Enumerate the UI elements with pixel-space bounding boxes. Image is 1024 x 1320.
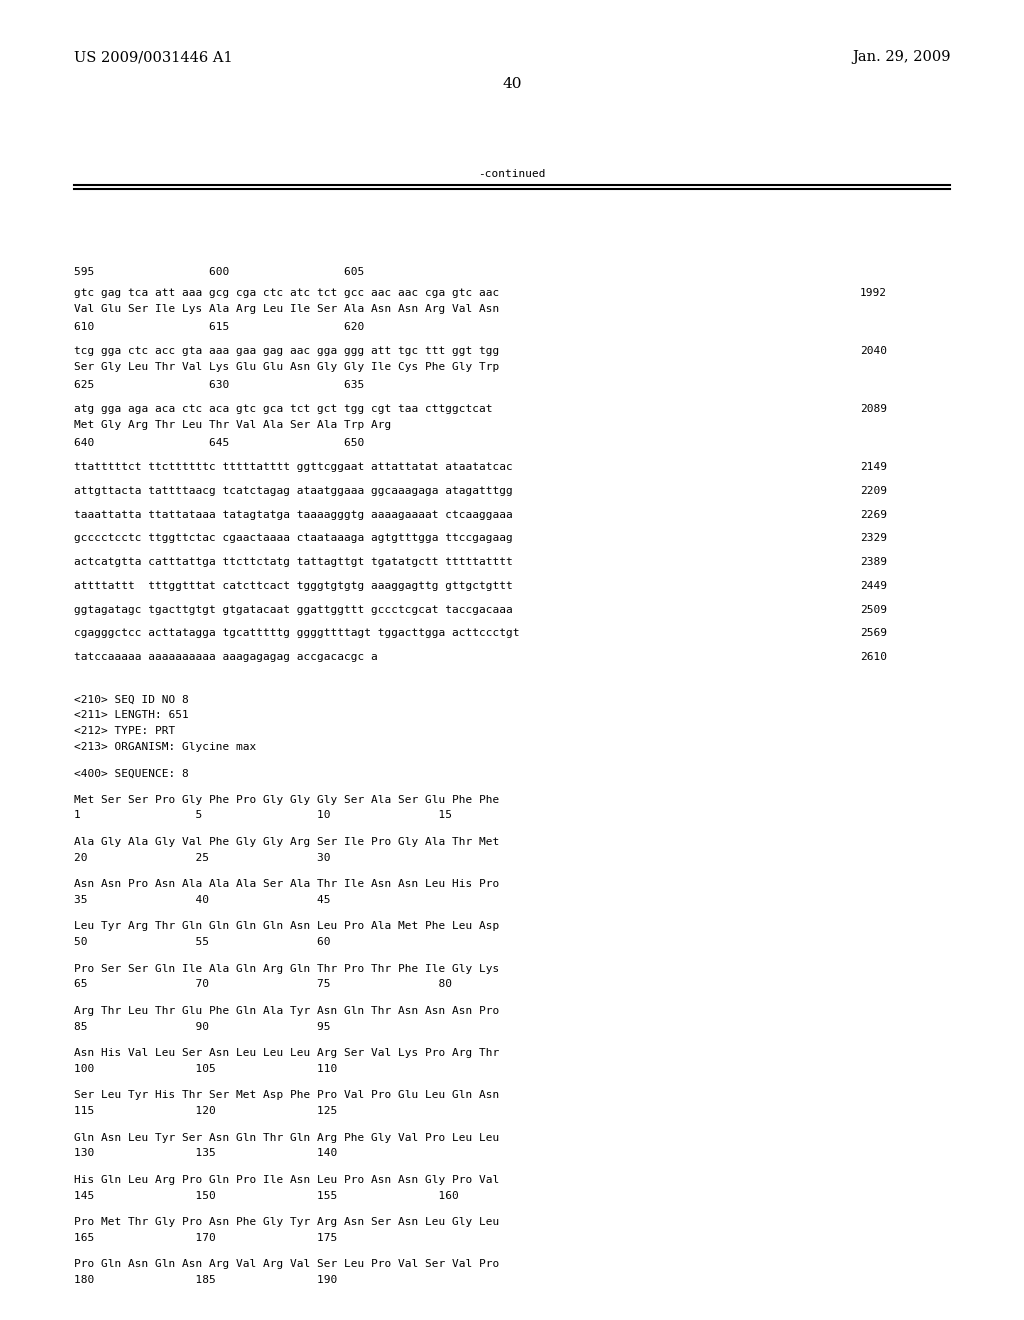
Text: 50                55                60: 50 55 60 <box>74 937 330 948</box>
Text: 625                 630                 635: 625 630 635 <box>74 380 364 391</box>
Text: Arg Thr Leu Thr Glu Phe Gln Ala Tyr Asn Gln Thr Asn Asn Asn Pro: Arg Thr Leu Thr Glu Phe Gln Ala Tyr Asn … <box>74 1006 499 1016</box>
Text: Pro Gln Asn Gln Asn Arg Val Arg Val Ser Leu Pro Val Ser Val Pro: Pro Gln Asn Gln Asn Arg Val Arg Val Ser … <box>74 1259 499 1270</box>
Text: 180               185               190: 180 185 190 <box>74 1275 337 1286</box>
Text: 165               170               175: 165 170 175 <box>74 1233 337 1243</box>
Text: 2329: 2329 <box>860 533 887 544</box>
Text: taaattatta ttattataaa tatagtatga taaaagggtg aaaagaaaat ctcaaggaaa: taaattatta ttattataaa tatagtatga taaaagg… <box>74 510 512 520</box>
Text: 2209: 2209 <box>860 486 887 496</box>
Text: <400> SEQUENCE: 8: <400> SEQUENCE: 8 <box>74 768 188 779</box>
Text: atg gga aga aca ctc aca gtc gca tct gct tgg cgt taa cttggctcat: atg gga aga aca ctc aca gtc gca tct gct … <box>74 404 493 414</box>
Text: 100               105               110: 100 105 110 <box>74 1064 337 1074</box>
Text: Pro Met Thr Gly Pro Asn Phe Gly Tyr Arg Asn Ser Asn Leu Gly Leu: Pro Met Thr Gly Pro Asn Phe Gly Tyr Arg … <box>74 1217 499 1228</box>
Text: Ala Gly Ala Gly Val Phe Gly Gly Arg Ser Ile Pro Gly Ala Thr Met: Ala Gly Ala Gly Val Phe Gly Gly Arg Ser … <box>74 837 499 847</box>
Text: US 2009/0031446 A1: US 2009/0031446 A1 <box>74 50 232 65</box>
Text: tatccaaaaa aaaaaaaaaa aaagagagag accgacacgc a: tatccaaaaa aaaaaaaaaa aaagagagag accgaca… <box>74 652 378 663</box>
Text: ggtagatagc tgacttgtgt gtgatacaat ggattggttt gccctcgcat taccgacaaa: ggtagatagc tgacttgtgt gtgatacaat ggattgg… <box>74 605 512 615</box>
Text: Asn His Val Leu Ser Asn Leu Leu Leu Arg Ser Val Lys Pro Arg Thr: Asn His Val Leu Ser Asn Leu Leu Leu Arg … <box>74 1048 499 1059</box>
Text: -continued: -continued <box>478 169 546 180</box>
Text: Met Gly Arg Thr Leu Thr Val Ala Ser Ala Trp Arg: Met Gly Arg Thr Leu Thr Val Ala Ser Ala … <box>74 420 391 430</box>
Text: gcccctcctc ttggttctac cgaactaaaa ctaataaaga agtgtttgga ttccgagaag: gcccctcctc ttggttctac cgaactaaaa ctaataa… <box>74 533 512 544</box>
Text: 640                 645                 650: 640 645 650 <box>74 438 364 449</box>
Text: <211> LENGTH: 651: <211> LENGTH: 651 <box>74 710 188 721</box>
Text: 2389: 2389 <box>860 557 887 568</box>
Text: Val Glu Ser Ile Lys Ala Arg Leu Ile Ser Ala Asn Asn Arg Val Asn: Val Glu Ser Ile Lys Ala Arg Leu Ile Ser … <box>74 304 499 314</box>
Text: Leu Tyr Arg Thr Gln Gln Gln Gln Asn Leu Pro Ala Met Phe Leu Asp: Leu Tyr Arg Thr Gln Gln Gln Gln Asn Leu … <box>74 921 499 932</box>
Text: 2269: 2269 <box>860 510 887 520</box>
Text: 2449: 2449 <box>860 581 887 591</box>
Text: Met Ser Ser Pro Gly Phe Pro Gly Gly Gly Ser Ala Ser Glu Phe Phe: Met Ser Ser Pro Gly Phe Pro Gly Gly Gly … <box>74 795 499 805</box>
Text: 2089: 2089 <box>860 404 887 414</box>
Text: Ser Gly Leu Thr Val Lys Glu Glu Asn Gly Gly Ile Cys Phe Gly Trp: Ser Gly Leu Thr Val Lys Glu Glu Asn Gly … <box>74 362 499 372</box>
Text: Gln Asn Leu Tyr Ser Asn Gln Thr Gln Arg Phe Gly Val Pro Leu Leu: Gln Asn Leu Tyr Ser Asn Gln Thr Gln Arg … <box>74 1133 499 1143</box>
Text: Pro Ser Ser Gln Ile Ala Gln Arg Gln Thr Pro Thr Phe Ile Gly Lys: Pro Ser Ser Gln Ile Ala Gln Arg Gln Thr … <box>74 964 499 974</box>
Text: Jan. 29, 2009: Jan. 29, 2009 <box>852 50 950 65</box>
Text: 2509: 2509 <box>860 605 887 615</box>
Text: 1992: 1992 <box>860 288 887 298</box>
Text: ttatttttct ttcttttttc tttttatttt ggttcggaat attattatat ataatatcac: ttatttttct ttcttttttc tttttatttt ggttcgg… <box>74 462 512 473</box>
Text: 130               135               140: 130 135 140 <box>74 1148 337 1159</box>
Text: 65                70                75                80: 65 70 75 80 <box>74 979 452 990</box>
Text: 2040: 2040 <box>860 346 887 356</box>
Text: 145               150               155               160: 145 150 155 160 <box>74 1191 459 1201</box>
Text: His Gln Leu Arg Pro Gln Pro Ile Asn Leu Pro Asn Asn Gly Pro Val: His Gln Leu Arg Pro Gln Pro Ile Asn Leu … <box>74 1175 499 1185</box>
Text: attgttacta tattttaacg tcatctagag ataatggaaa ggcaaagaga atagatttgg: attgttacta tattttaacg tcatctagag ataatgg… <box>74 486 512 496</box>
Text: Ser Leu Tyr His Thr Ser Met Asp Phe Pro Val Pro Glu Leu Gln Asn: Ser Leu Tyr His Thr Ser Met Asp Phe Pro … <box>74 1090 499 1101</box>
Text: 85                90                95: 85 90 95 <box>74 1022 330 1032</box>
Text: tcg gga ctc acc gta aaa gaa gag aac gga ggg att tgc ttt ggt tgg: tcg gga ctc acc gta aaa gaa gag aac gga … <box>74 346 499 356</box>
Text: cgagggctcc acttatagga tgcatttttg ggggttttagt tggacttgga acttccctgt: cgagggctcc acttatagga tgcatttttg ggggttt… <box>74 628 519 639</box>
Text: 35                40                45: 35 40 45 <box>74 895 330 906</box>
Text: actcatgtta catttattga ttcttctatg tattagttgt tgatatgctt tttttatttt: actcatgtta catttattga ttcttctatg tattagt… <box>74 557 512 568</box>
Text: Asn Asn Pro Asn Ala Ala Ala Ser Ala Thr Ile Asn Asn Leu His Pro: Asn Asn Pro Asn Ala Ala Ala Ser Ala Thr … <box>74 879 499 890</box>
Text: 2149: 2149 <box>860 462 887 473</box>
Text: 115               120               125: 115 120 125 <box>74 1106 337 1117</box>
Text: <213> ORGANISM: Glycine max: <213> ORGANISM: Glycine max <box>74 742 256 752</box>
Text: <210> SEQ ID NO 8: <210> SEQ ID NO 8 <box>74 694 188 705</box>
Text: 2569: 2569 <box>860 628 887 639</box>
Text: 40: 40 <box>502 77 522 91</box>
Text: attttattt  tttggtttat catcttcact tgggtgtgtg aaaggagttg gttgctgttt: attttattt tttggtttat catcttcact tgggtgtg… <box>74 581 512 591</box>
Text: 610                 615                 620: 610 615 620 <box>74 322 364 333</box>
Text: 1                 5                 10                15: 1 5 10 15 <box>74 810 452 821</box>
Text: 20                25                30: 20 25 30 <box>74 853 330 863</box>
Text: 2610: 2610 <box>860 652 887 663</box>
Text: gtc gag tca att aaa gcg cga ctc atc tct gcc aac aac cga gtc aac: gtc gag tca att aaa gcg cga ctc atc tct … <box>74 288 499 298</box>
Text: 595                 600                 605: 595 600 605 <box>74 267 364 277</box>
Text: <212> TYPE: PRT: <212> TYPE: PRT <box>74 726 175 737</box>
